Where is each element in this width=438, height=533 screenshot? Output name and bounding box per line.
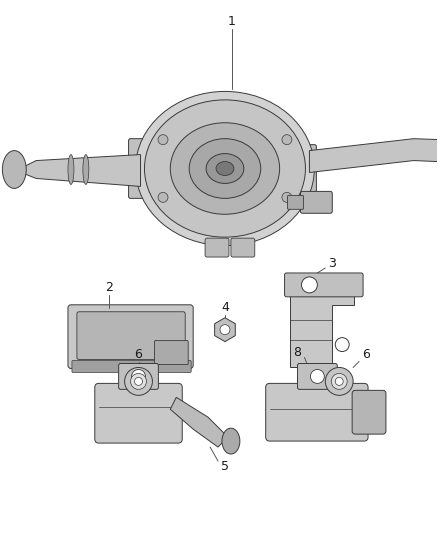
Circle shape: [158, 192, 168, 203]
Ellipse shape: [189, 139, 261, 198]
FancyBboxPatch shape: [205, 238, 229, 257]
FancyBboxPatch shape: [119, 364, 159, 389]
Text: 3: 3: [328, 256, 336, 270]
Text: 6: 6: [362, 348, 370, 361]
FancyBboxPatch shape: [266, 383, 368, 441]
FancyBboxPatch shape: [297, 364, 337, 389]
Polygon shape: [16, 155, 141, 187]
Polygon shape: [215, 318, 235, 342]
FancyBboxPatch shape: [129, 139, 157, 198]
Ellipse shape: [206, 154, 244, 183]
Circle shape: [220, 325, 230, 335]
Ellipse shape: [83, 155, 89, 184]
FancyBboxPatch shape: [352, 390, 386, 434]
Polygon shape: [309, 139, 438, 173]
Circle shape: [311, 369, 324, 383]
Circle shape: [335, 337, 349, 352]
Text: 1: 1: [228, 15, 236, 28]
FancyBboxPatch shape: [285, 273, 363, 297]
FancyBboxPatch shape: [155, 341, 188, 365]
Circle shape: [301, 277, 318, 293]
Circle shape: [158, 135, 168, 144]
Ellipse shape: [222, 428, 240, 454]
Ellipse shape: [170, 123, 279, 214]
Text: 2: 2: [105, 281, 113, 294]
Circle shape: [335, 377, 343, 385]
Circle shape: [124, 367, 152, 395]
Ellipse shape: [145, 100, 305, 237]
FancyBboxPatch shape: [95, 383, 182, 443]
Ellipse shape: [135, 92, 314, 246]
Circle shape: [131, 374, 146, 389]
FancyBboxPatch shape: [300, 191, 332, 213]
FancyBboxPatch shape: [293, 144, 316, 192]
FancyBboxPatch shape: [231, 238, 255, 257]
Polygon shape: [290, 292, 354, 367]
Circle shape: [325, 367, 353, 395]
Ellipse shape: [2, 151, 26, 188]
Circle shape: [131, 369, 145, 383]
Text: 8: 8: [293, 346, 301, 359]
Circle shape: [331, 374, 347, 389]
Circle shape: [282, 135, 292, 144]
Text: 6: 6: [134, 348, 142, 361]
Circle shape: [134, 377, 142, 385]
Polygon shape: [170, 397, 228, 447]
FancyBboxPatch shape: [68, 305, 193, 368]
FancyBboxPatch shape: [72, 360, 191, 373]
Ellipse shape: [216, 161, 234, 175]
Text: 5: 5: [221, 461, 229, 473]
Ellipse shape: [68, 155, 74, 184]
FancyBboxPatch shape: [288, 196, 304, 209]
FancyBboxPatch shape: [77, 312, 185, 360]
Circle shape: [282, 192, 292, 203]
Text: 4: 4: [221, 301, 229, 314]
